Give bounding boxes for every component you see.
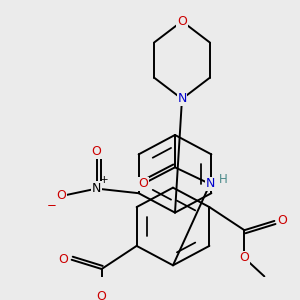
Text: H: H: [219, 173, 227, 186]
Text: O: O: [97, 290, 106, 300]
Text: O: O: [57, 190, 67, 202]
Text: O: O: [92, 145, 102, 158]
Text: O: O: [278, 214, 287, 227]
Text: N: N: [92, 182, 101, 195]
Text: −: −: [47, 199, 57, 212]
Text: N: N: [205, 178, 215, 190]
Text: O: O: [59, 253, 69, 266]
Text: O: O: [239, 251, 249, 264]
Text: N: N: [177, 92, 187, 105]
Text: O: O: [177, 15, 187, 28]
Text: +: +: [100, 175, 109, 185]
Text: O: O: [138, 178, 148, 190]
